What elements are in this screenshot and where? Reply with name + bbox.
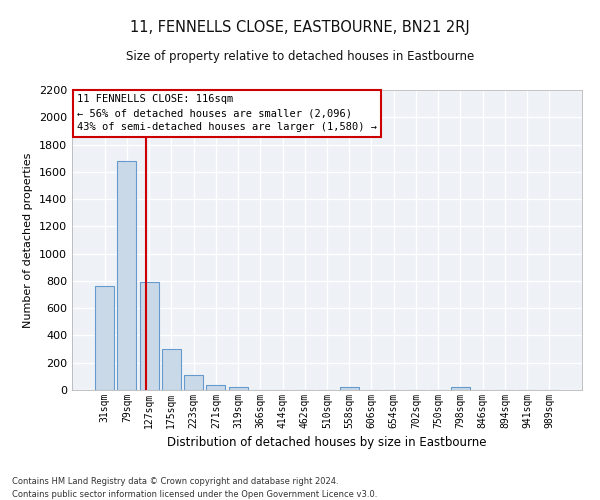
- Text: Contains public sector information licensed under the Open Government Licence v3: Contains public sector information licen…: [12, 490, 377, 499]
- Bar: [95, 286, 114, 390]
- Bar: [162, 349, 181, 390]
- Bar: [140, 282, 158, 390]
- Bar: [340, 386, 359, 390]
- Bar: [206, 384, 225, 390]
- Bar: [184, 375, 203, 390]
- Bar: [229, 386, 248, 390]
- X-axis label: Distribution of detached houses by size in Eastbourne: Distribution of detached houses by size …: [167, 436, 487, 450]
- Text: 11 FENNELLS CLOSE: 116sqm
← 56% of detached houses are smaller (2,096)
43% of se: 11 FENNELLS CLOSE: 116sqm ← 56% of detac…: [77, 94, 377, 132]
- Y-axis label: Number of detached properties: Number of detached properties: [23, 152, 34, 328]
- Bar: [118, 161, 136, 390]
- Text: Size of property relative to detached houses in Eastbourne: Size of property relative to detached ho…: [126, 50, 474, 63]
- Text: 11, FENNELLS CLOSE, EASTBOURNE, BN21 2RJ: 11, FENNELLS CLOSE, EASTBOURNE, BN21 2RJ: [130, 20, 470, 35]
- Text: Contains HM Land Registry data © Crown copyright and database right 2024.: Contains HM Land Registry data © Crown c…: [12, 478, 338, 486]
- Bar: [451, 386, 470, 390]
